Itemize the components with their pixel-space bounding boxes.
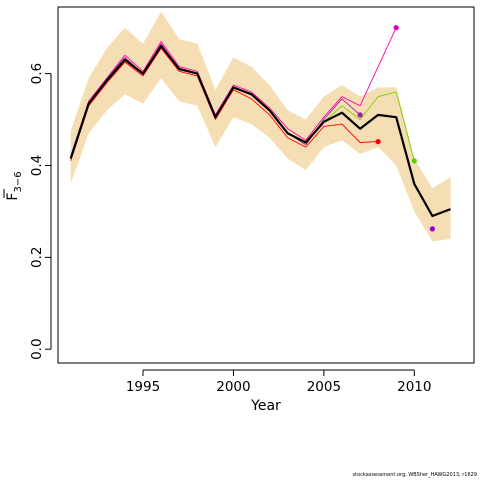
y-tick-label-1: 0.2 bbox=[29, 247, 45, 268]
confidence-band-layer bbox=[70, 11, 451, 242]
endpoint-marker-retro-green bbox=[411, 158, 417, 164]
x-tick-label-1995: 1995 bbox=[126, 379, 160, 395]
y-axis-label-main: F bbox=[5, 193, 21, 201]
footnote: stockassessment.org, WBSher_HAWG2013, r1… bbox=[352, 472, 477, 478]
x-axis-label: Year bbox=[250, 398, 281, 414]
plot-frame bbox=[57, 6, 475, 364]
x-tick-label-2000: 2000 bbox=[216, 379, 250, 395]
series-line-main bbox=[69, 44, 451, 218]
y-tick-label-2: 0.4 bbox=[29, 155, 45, 176]
confidence-band bbox=[70, 11, 451, 242]
y-tick-label-0: 0.0 bbox=[29, 338, 45, 359]
endpoint-marker-retro-purple bbox=[357, 112, 363, 118]
y-axis-label: F3−6 bbox=[3, 171, 24, 201]
svg-text:F3−6: F3−6 bbox=[5, 171, 24, 200]
series-line-retro-red bbox=[70, 47, 379, 162]
series-layer bbox=[69, 27, 451, 218]
endpoint-layer bbox=[357, 25, 435, 232]
y-axis: 0.0 0.2 0.4 0.6 bbox=[29, 63, 52, 360]
y-axis-label-subscript: 3−6 bbox=[13, 171, 24, 192]
endpoint-marker-retro-red bbox=[375, 139, 381, 145]
endpoint-marker-main-purple bbox=[429, 226, 435, 232]
x-tick-label-2005: 2005 bbox=[307, 379, 341, 395]
x-axis: 1995 2000 2005 2010 bbox=[126, 369, 431, 395]
endpoint-marker-retro-magenta bbox=[393, 25, 399, 31]
y-tick-label-3: 0.6 bbox=[29, 63, 45, 84]
x-tick-label-2010: 2010 bbox=[397, 379, 431, 395]
series-line-retro-magenta bbox=[70, 27, 397, 157]
